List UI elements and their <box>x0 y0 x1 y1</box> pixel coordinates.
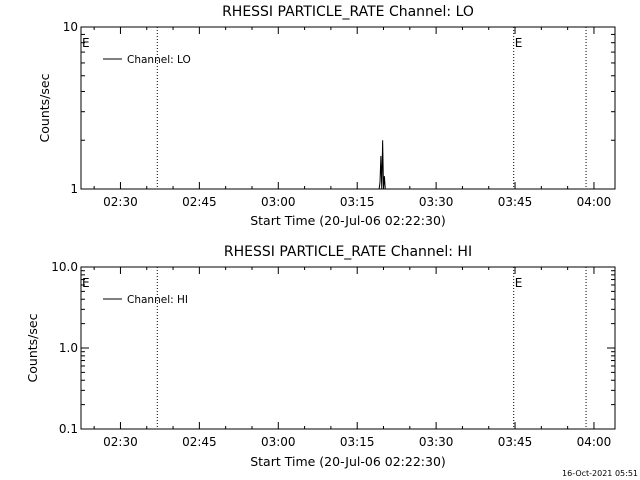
x-tick-label: 04:00 <box>577 195 612 209</box>
chart-marks: 02:30 02:45 03:00 03:15 03:30 03:45 04:00 0.1 1.… <box>51 260 615 449</box>
x-tick-label: 03:45 <box>498 195 533 209</box>
chart-panel-hi: RHESSI PARTICLE_RATE Channel: HI Start T… <box>25 244 616 469</box>
x-tick-label: 03:30 <box>419 195 454 209</box>
series-line <box>378 140 386 190</box>
chart-panel-lo: RHESSI PARTICLE_RATE Channel: LO Start T… <box>37 4 616 228</box>
x-tick-label: 03:00 <box>261 435 296 449</box>
y-tick-label: 1 <box>70 182 78 196</box>
x-tick-label: 03:45 <box>498 435 533 449</box>
x-tick-label: 03:30 <box>419 435 454 449</box>
x-tick-label: 02:45 <box>182 195 217 209</box>
plot-frame <box>80 266 616 430</box>
y-axis-label: Counts/sec <box>37 73 52 142</box>
x-tick-label: 03:15 <box>340 435 375 449</box>
x-tick-label: 02:30 <box>103 195 138 209</box>
y-tick-label: 10 <box>63 20 78 34</box>
chart-marks: 02:30 02:45 03:00 03:15 03:30 03:45 04:00 1 10 E E <box>63 20 615 209</box>
x-tick-label: 03:15 <box>340 195 375 209</box>
x-tick-label: 02:30 <box>103 435 138 449</box>
legend-entry: Channel: LO <box>127 54 191 66</box>
y-tick-label: 0.1 <box>59 422 78 436</box>
x-tick-label: 02:45 <box>182 435 217 449</box>
timestamp: 16-Oct-2021 05:51 <box>562 469 638 478</box>
event-marker: E <box>82 276 90 290</box>
x-axis-label: Start Time (20-Jul-06 02:22:30) <box>250 454 446 469</box>
event-marker: E <box>515 276 523 290</box>
event-marker: E <box>82 36 90 50</box>
x-axis-label: Start Time (20-Jul-06 02:22:30) <box>250 213 446 228</box>
x-tick-label: 04:00 <box>577 435 612 449</box>
y-tick-label: 1.0 <box>59 341 78 355</box>
chart-title: RHESSI PARTICLE_RATE Channel: HI <box>224 244 472 260</box>
x-tick-label: 03:00 <box>261 195 296 209</box>
chart-title: RHESSI PARTICLE_RATE Channel: LO <box>222 4 474 20</box>
y-tick-label: 10.0 <box>51 260 78 274</box>
y-axis-label: Counts/sec <box>25 313 40 382</box>
event-marker: E <box>515 36 523 50</box>
plot-frame <box>80 26 616 190</box>
